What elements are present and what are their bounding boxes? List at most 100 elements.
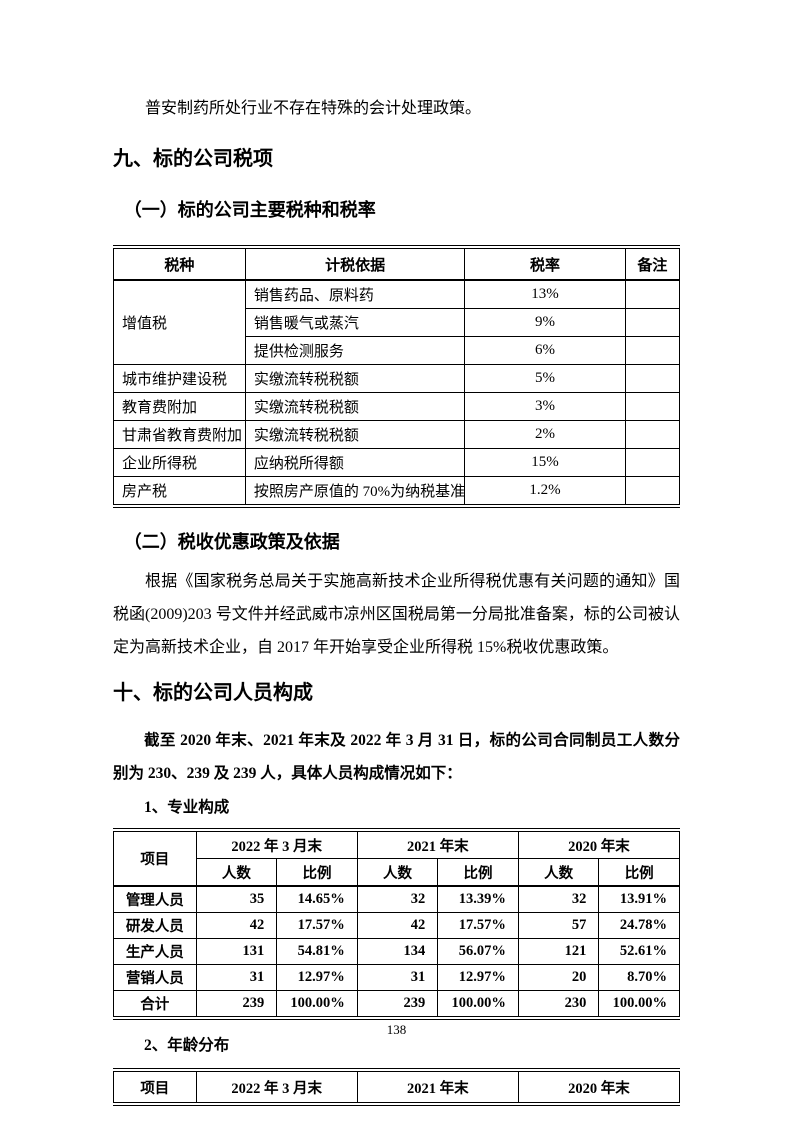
item-cell: 生产人员	[113, 938, 197, 965]
item-header: 项目	[113, 1069, 197, 1105]
tax-basis-cell: 销售药品、原料药	[244, 279, 466, 309]
ratio-cell: 100.00%	[437, 990, 519, 1019]
ratio-cell: 54.81%	[276, 938, 358, 965]
section-ten-heading: 十、标的公司人员构成	[113, 682, 313, 704]
section-nine-sub-one-heading: （一）标的公司主要税种和税率	[123, 200, 376, 220]
period-header-2021: 2021 年末	[356, 1069, 519, 1105]
tax-table-header-row: 税种 计税依据 税率 备注	[113, 246, 681, 281]
table-row: 企业所得税 应纳税所得额 15%	[113, 448, 681, 477]
table-row: 甘肃省教育费附加 实缴流转税税额 2%	[113, 420, 681, 449]
subheader-row: 人数 比例 人数 比例 人数 比例	[114, 858, 680, 887]
count-cell: 20	[517, 964, 600, 991]
tax-note-cell	[624, 448, 681, 477]
tax-note-cell	[624, 308, 681, 337]
age-table-header-row: 项目 2022 年 3 月末 2021 年末 2020 年末	[113, 1069, 681, 1105]
item-cell: 营销人员	[113, 964, 197, 991]
item-cell: 管理人员	[113, 885, 197, 913]
item-header: 项目	[113, 829, 197, 887]
tax-policy-paragraph: 根据《国家税务总局关于实施高新技术企业所得税优惠有关问题的通知》国税函(2009…	[113, 573, 680, 656]
count-cell: 35	[195, 885, 278, 913]
page-number: 138	[386, 1022, 407, 1037]
ratio-header: 比例	[598, 858, 680, 887]
ratio-header: 比例	[437, 858, 519, 887]
period-header-2022: 2022 年 3 月末	[195, 1069, 358, 1105]
count-cell: 239	[356, 990, 439, 1019]
table-row: 城市维护建设税 实缴流转税税额 5%	[113, 364, 681, 393]
section-nine-sub-two-heading: （二）税收优惠政策及依据	[123, 532, 340, 552]
tax-note-cell	[624, 364, 681, 393]
tax-note-cell	[624, 279, 681, 309]
tax-basis-header: 计税依据	[244, 246, 466, 281]
ratio-cell: 8.70%	[598, 964, 680, 991]
table-row-total: 合计 239 100.00% 239 100.00% 230 100.00%	[113, 990, 680, 1019]
tax-rate-cell: 2%	[464, 420, 626, 449]
intro-paragraph: 普安制药所处行业不存在特殊的会计处理政策。	[145, 100, 482, 117]
tax-rate-cell: 5%	[464, 364, 626, 393]
count-cell: 134	[356, 938, 439, 965]
tax-note-cell	[624, 476, 681, 507]
profession-subheading: 1、专业构成	[144, 799, 230, 816]
ratio-cell: 17.57%	[437, 912, 519, 939]
count-header: 人数	[517, 858, 600, 887]
count-cell: 31	[195, 964, 278, 991]
period-header-row: 项目 2022 年 3 月末 2021 年末 2020 年末	[113, 829, 681, 887]
ratio-cell: 13.91%	[598, 885, 680, 913]
tax-basis-cell: 按照房产原值的 70%为纳税基准	[244, 476, 466, 507]
table-row: 销售暖气或蒸汽 9%	[114, 308, 681, 337]
section-nine-heading: 九、标的公司税项	[113, 148, 273, 170]
count-cell: 42	[356, 912, 439, 939]
table-row: 提供检测服务 6%	[114, 336, 681, 365]
tax-rate-cell: 13%	[464, 279, 626, 309]
count-cell: 32	[517, 885, 600, 913]
tax-type-cell: 增值税	[113, 279, 246, 365]
tax-type-cell: 甘肃省教育费附加	[113, 420, 246, 449]
ratio-cell: 14.65%	[276, 885, 358, 913]
tax-basis-cell: 实缴流转税税额	[244, 364, 466, 393]
tax-rate-cell: 6%	[464, 336, 626, 365]
tax-note-header: 备注	[624, 246, 681, 281]
ratio-cell: 100.00%	[598, 990, 680, 1019]
item-cell: 合计	[113, 990, 197, 1019]
personnel-intro-paragraph: 截至 2020 年末、2021 年末及 2022 年 3 月 31 日，标的公司…	[113, 732, 680, 782]
count-cell: 57	[517, 912, 600, 939]
tax-rate-cell: 3%	[464, 392, 626, 421]
tax-basis-cell: 实缴流转税税额	[244, 392, 466, 421]
period-header-2022: 2022 年 3 月末	[195, 829, 358, 859]
count-cell: 131	[195, 938, 278, 965]
count-cell: 42	[195, 912, 278, 939]
period-header-2020: 2020 年末	[517, 829, 681, 859]
tax-rate-cell: 15%	[464, 448, 626, 477]
tax-note-cell	[624, 420, 681, 449]
count-header: 人数	[356, 858, 439, 887]
ratio-cell: 56.07%	[437, 938, 519, 965]
tax-basis-cell: 应纳税所得额	[244, 448, 466, 477]
item-cell: 研发人员	[113, 912, 197, 939]
count-cell: 239	[195, 990, 278, 1019]
ratio-cell: 100.00%	[276, 990, 358, 1019]
tax-note-cell	[624, 392, 681, 421]
tax-basis-cell: 提供检测服务	[244, 336, 466, 365]
tax-rate-cell: 9%	[464, 308, 626, 337]
count-cell: 31	[356, 964, 439, 991]
age-subheading: 2、年龄分布	[144, 1037, 230, 1054]
table-row: 管理人员 35 14.65% 32 13.39% 32 13.91%	[113, 885, 680, 913]
ratio-cell: 12.97%	[276, 964, 358, 991]
ratio-cell: 13.39%	[437, 885, 519, 913]
count-cell: 121	[517, 938, 600, 965]
count-cell: 32	[356, 885, 439, 913]
table-row: 研发人员 42 17.57% 42 17.57% 57 24.78%	[113, 912, 680, 939]
table-row: 增值税 销售药品、原料药 13%	[113, 279, 681, 365]
ratio-cell: 17.57%	[276, 912, 358, 939]
tax-basis-cell: 实缴流转税税额	[244, 420, 466, 449]
table-row: 生产人员 131 54.81% 134 56.07% 121 52.61%	[113, 938, 680, 965]
period-header-2021: 2021 年末	[356, 829, 519, 859]
tax-note-cell	[624, 336, 681, 365]
table-row: 教育费附加 实缴流转税税额 3%	[113, 392, 681, 421]
table-row: 房产税 按照房产原值的 70%为纳税基准 1.2%	[113, 476, 681, 507]
tax-type-cell: 企业所得税	[113, 448, 246, 477]
ratio-header: 比例	[276, 858, 358, 887]
period-header-2020: 2020 年末	[517, 1069, 681, 1105]
ratio-cell: 12.97%	[437, 964, 519, 991]
ratio-cell: 52.61%	[598, 938, 680, 965]
